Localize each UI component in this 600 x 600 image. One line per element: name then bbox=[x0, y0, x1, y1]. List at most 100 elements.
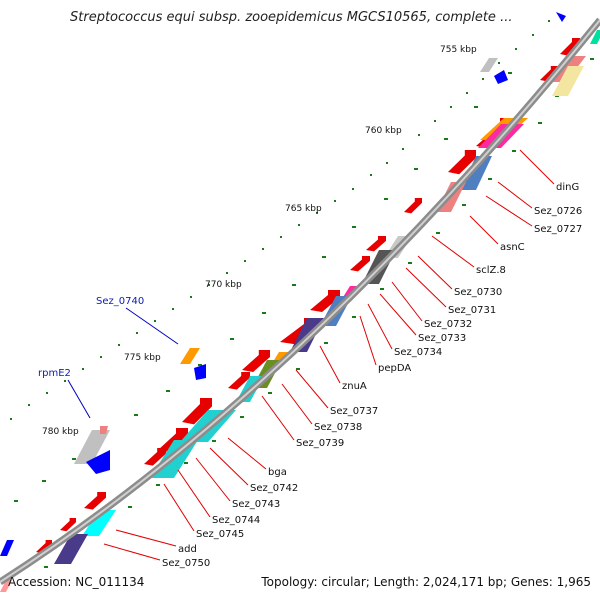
gene-label: dinG bbox=[556, 182, 579, 193]
tick-dash bbox=[352, 316, 356, 318]
gene-label-leader bbox=[67, 379, 91, 419]
gene-label: Sez_0750 bbox=[162, 558, 210, 569]
gene-label: rpmE2 bbox=[38, 368, 71, 379]
gene-label-leader bbox=[379, 293, 417, 336]
gene-box-aqua bbox=[82, 510, 116, 536]
gene-arrow bbox=[350, 256, 370, 272]
tick-dash bbox=[128, 506, 132, 508]
tick-dot bbox=[434, 120, 436, 122]
tick-dot bbox=[298, 224, 300, 226]
gene-label-leader bbox=[359, 315, 377, 366]
scale-labels: 755 kbp 760 kbp 765 kbp 770 kbp 775 kbp 780 k… bbox=[42, 45, 477, 437]
tick-dash bbox=[166, 390, 170, 392]
tick-dash bbox=[212, 440, 216, 442]
gene-box-steelblue bbox=[460, 156, 492, 190]
backbone-outer bbox=[0, 17, 600, 585]
gene-label-leader bbox=[163, 483, 195, 532]
tick-dash bbox=[444, 138, 448, 140]
accession-text: Accession: NC_011134 bbox=[8, 575, 145, 589]
tick-dot bbox=[386, 162, 388, 164]
gene-arrow bbox=[60, 518, 76, 532]
tick-dot bbox=[466, 92, 468, 94]
tick-dot bbox=[10, 418, 12, 420]
tick-dash bbox=[14, 500, 18, 502]
gene-label-leader bbox=[405, 267, 447, 308]
tick-dot bbox=[402, 148, 404, 150]
gene-box-teal bbox=[590, 30, 600, 44]
tick-dot bbox=[118, 344, 120, 346]
gene-label-leader bbox=[431, 235, 475, 268]
tick-dot bbox=[136, 332, 138, 334]
gene-features bbox=[0, 12, 600, 592]
tick-dot bbox=[100, 356, 102, 358]
gene-label: Sez_0726 bbox=[534, 206, 582, 217]
scale-label: 760 kbp bbox=[365, 126, 402, 136]
gene-arrow-blue bbox=[556, 12, 566, 22]
gene-box-blue bbox=[0, 540, 14, 556]
tick-dash bbox=[44, 566, 48, 568]
gene-label-leader bbox=[177, 469, 211, 518]
tick-dash bbox=[72, 458, 76, 460]
gene-arrow bbox=[448, 150, 476, 175]
scale-label: 780 kbp bbox=[42, 427, 79, 437]
tick-dot bbox=[316, 212, 318, 214]
gene-label: Sez_0743 bbox=[232, 499, 280, 510]
tick-dash bbox=[296, 368, 300, 370]
gene-label: add bbox=[178, 544, 197, 555]
gene-arrow bbox=[158, 428, 188, 453]
gene-label: Sez_0730 bbox=[454, 287, 502, 298]
gene-label-leader bbox=[115, 529, 177, 547]
gene-arrow bbox=[242, 350, 270, 372]
tick-dot bbox=[154, 320, 156, 322]
tick-dash bbox=[488, 178, 492, 180]
gene-arrow bbox=[228, 372, 250, 390]
gene-label: Sez_0727 bbox=[534, 224, 582, 235]
gene-label: asnC bbox=[500, 242, 525, 253]
gene-arrow-blue bbox=[194, 364, 206, 380]
gene-label-leader bbox=[295, 369, 329, 409]
gene-label: Sez_0737 bbox=[330, 406, 378, 417]
gene-label: sclZ.8 bbox=[476, 265, 506, 276]
tick-dot bbox=[244, 260, 246, 262]
tick-dot bbox=[515, 48, 517, 50]
tick-dash bbox=[198, 364, 202, 366]
gene-label-leader bbox=[125, 307, 179, 345]
gene-box-salmon bbox=[100, 426, 108, 434]
tick-dot bbox=[548, 20, 550, 22]
scale-ticks bbox=[10, 20, 594, 568]
tick-dot bbox=[172, 308, 174, 310]
tick-dash bbox=[324, 342, 328, 344]
tick-dash bbox=[590, 58, 594, 60]
tick-dot bbox=[82, 368, 84, 370]
gene-arrow bbox=[560, 38, 580, 56]
gene-label-leader bbox=[319, 345, 341, 384]
gene-label-leader bbox=[103, 543, 161, 561]
tick-dot bbox=[64, 380, 66, 382]
gene-arrow bbox=[36, 540, 52, 554]
gene-label-leader bbox=[281, 383, 313, 425]
tick-dash bbox=[322, 256, 326, 258]
backbone-arc bbox=[0, 17, 600, 585]
gene-arrow bbox=[540, 66, 558, 82]
gene-arrow bbox=[144, 448, 166, 466]
gene-arrow bbox=[182, 398, 212, 425]
tick-dash bbox=[156, 484, 160, 486]
tick-dot bbox=[418, 134, 420, 136]
gene-label-leader bbox=[469, 215, 499, 245]
gene-box-indigo bbox=[54, 534, 88, 564]
gene-label: bga bbox=[268, 467, 287, 478]
tick-dot bbox=[46, 392, 48, 394]
tick-dash bbox=[292, 284, 296, 286]
gene-label-leader bbox=[261, 395, 295, 441]
tick-dash bbox=[268, 392, 272, 394]
tick-dot bbox=[482, 78, 484, 80]
gene-labels: dinG Sez_0726 Sez_0727 asnC sclZ.8 Sez_0730 Se… bbox=[38, 149, 582, 569]
tick-dash bbox=[380, 288, 384, 290]
gene-label-leader bbox=[209, 447, 249, 486]
gene-label-leader bbox=[485, 195, 533, 227]
gene-label-leader bbox=[417, 255, 453, 290]
gene-label-leader bbox=[519, 149, 555, 185]
tick-dash bbox=[240, 416, 244, 418]
gene-box-pink bbox=[0, 580, 12, 592]
gene-label: Sez_0742 bbox=[250, 483, 298, 494]
